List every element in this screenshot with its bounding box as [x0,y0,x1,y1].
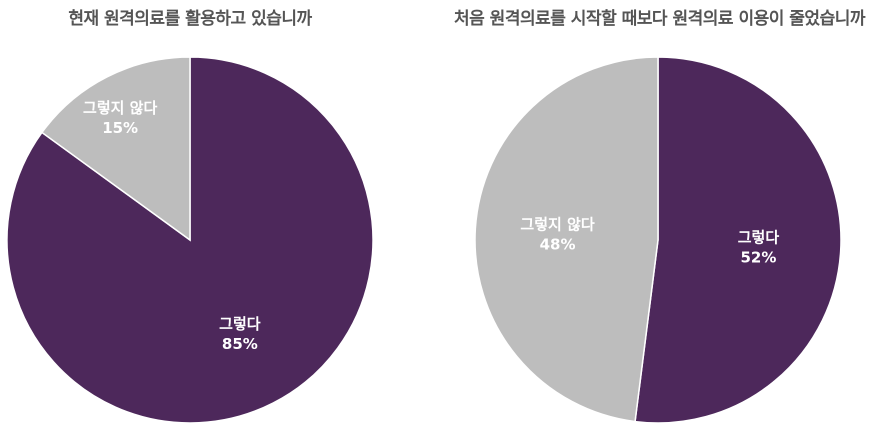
pie-chart-current-use: 현재 원격의료를 활용하고 있습니까 그렇다 85% 그렇지 않다 15% [0,0,380,429]
slice-value-label: 15% [102,119,138,137]
slice-category-label: 그렇다 [738,228,780,246]
pie-slice-1 [40,56,191,242]
slice-value-label: 48% [540,236,576,254]
slice-category-label: 그렇지 않다 [83,99,157,117]
pie-chart-plot: 그렇다 85% 그렇지 않다 15% [6,56,374,424]
slice-category-label: 그렇다 [219,315,261,333]
chart-title: 처음 원격의료를 시작할 때보다 원격의료 이용이 줄었습니까 [453,9,866,29]
slice-value-label: 52% [740,248,776,266]
pie-chart-plot: 그렇다 52% 그렇지 않다 48% [474,56,842,424]
slice-category-label: 그렇지 않다 [520,216,594,234]
pie-slice-1 [474,56,659,423]
pie-slice-0 [634,56,842,424]
slice-value-label: 85% [222,335,258,353]
chart-title: 현재 원격의료를 활용하고 있습니까 [68,9,312,29]
pie-chart-reduced-use: 처음 원격의료를 시작할 때보다 원격의료 이용이 줄었습니까 그렇다 52% 그렇… [430,0,889,429]
